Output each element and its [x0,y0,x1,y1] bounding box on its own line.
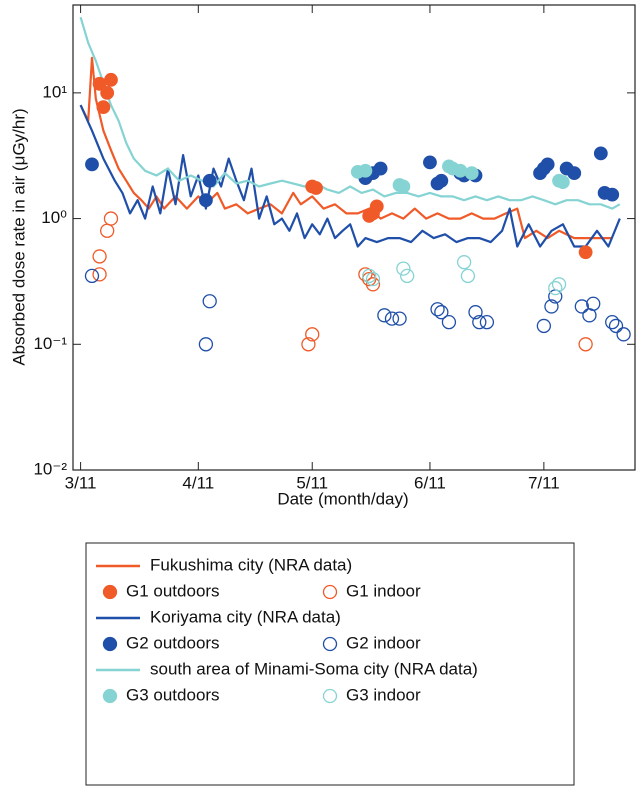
outdoor-point [85,157,99,172]
x-tick-label: 5/11 [296,473,328,492]
indoor-point [430,302,445,317]
outdoor-point [100,85,115,100]
series-line [79,16,621,210]
legend-box [85,542,575,786]
indoor-point [456,255,472,270]
indoor-point [608,318,624,334]
indoor-point [362,268,377,284]
outdoor-point [453,163,468,178]
legend-marker [322,584,338,600]
indoor-point [586,296,601,311]
outdoor-point [199,193,213,208]
legend-label: G1 indoor [346,581,421,600]
outdoor-point [423,155,437,170]
indoor-point [100,223,115,238]
indoor-point [479,315,495,330]
indoor-point [365,271,381,287]
legend-label: G2 outdoors [126,633,220,652]
outdoor-point [430,176,445,191]
outdoor-point [104,72,118,87]
indoor-point [441,315,457,330]
outdoor-point [96,100,111,115]
x-axis-label: Date (month/day) [277,489,408,508]
legend-marker [322,636,338,652]
indoor-point [536,318,552,334]
legend-label: G1 outdoors [126,581,220,600]
indoor-point [578,337,593,352]
indoor-point [396,261,411,276]
legend-marker [102,688,118,704]
indoor-point [84,268,100,284]
legend-label: Fukushima city (NRA data) [150,555,352,574]
outdoor-point [202,173,217,188]
legend-marker [102,584,118,600]
legend-label: Koriyama city (NRA data) [150,607,341,626]
y-tick-label: 10⁰ [41,208,67,227]
series-line [79,104,621,248]
x-tick-label: 7/11 [528,473,560,492]
legend-label: G2 indoor [346,633,421,652]
indoor-point [365,277,381,292]
indoor-point [92,249,107,264]
outdoor-point [309,181,323,195]
indoor-point [605,315,620,330]
legend-label: G3 indoor [346,685,421,704]
indoor-point [468,305,483,320]
outdoor-point [396,179,411,194]
y-axis-label: Absorbed dose rate in air (μGy/hr) [9,108,28,365]
indoor-point [472,315,487,330]
indoor-point [92,267,107,282]
outdoor-point [555,175,570,190]
indoor-point [301,337,316,352]
indoor-point [103,211,119,226]
y-tick-label: 10⁻² [33,459,67,478]
plot-frame [72,4,636,471]
outdoor-point [593,146,608,161]
outdoor-point [536,161,551,176]
indoor-point [574,299,589,314]
indoor-point [362,271,377,287]
outdoor-point [464,166,479,181]
outdoor-point [369,199,384,214]
indoor-point [551,277,567,292]
indoor-point [616,327,631,342]
outdoor-point [567,166,582,181]
outdoor-point [605,187,620,202]
x-tick-label: 6/11 [414,473,446,492]
x-tick-label: 3/11 [65,473,97,492]
y-tick-label: 10⁻¹ [33,334,67,353]
outdoor-point [373,161,388,176]
indoor-point [377,308,392,323]
indoor-point [392,311,407,326]
legend-label: south area of Minami-Soma city (NRA data… [150,659,478,678]
legend-marker [322,688,338,704]
indoor-point [544,299,559,314]
outdoor-point [358,163,373,178]
indoor-point [384,311,400,326]
y-tick-label: 10¹ [42,82,67,101]
outdoor-point [578,245,593,260]
indoor-point [460,268,476,284]
indoor-point [198,337,214,352]
indoor-point [434,305,449,320]
indoor-point [548,280,563,296]
legend-marker [102,636,118,652]
indoor-point [305,327,320,342]
indoor-point [400,268,415,284]
indoor-point [202,294,217,309]
x-tick-label: 4/11 [182,473,214,492]
legend-label: G3 outdoors [126,685,220,704]
